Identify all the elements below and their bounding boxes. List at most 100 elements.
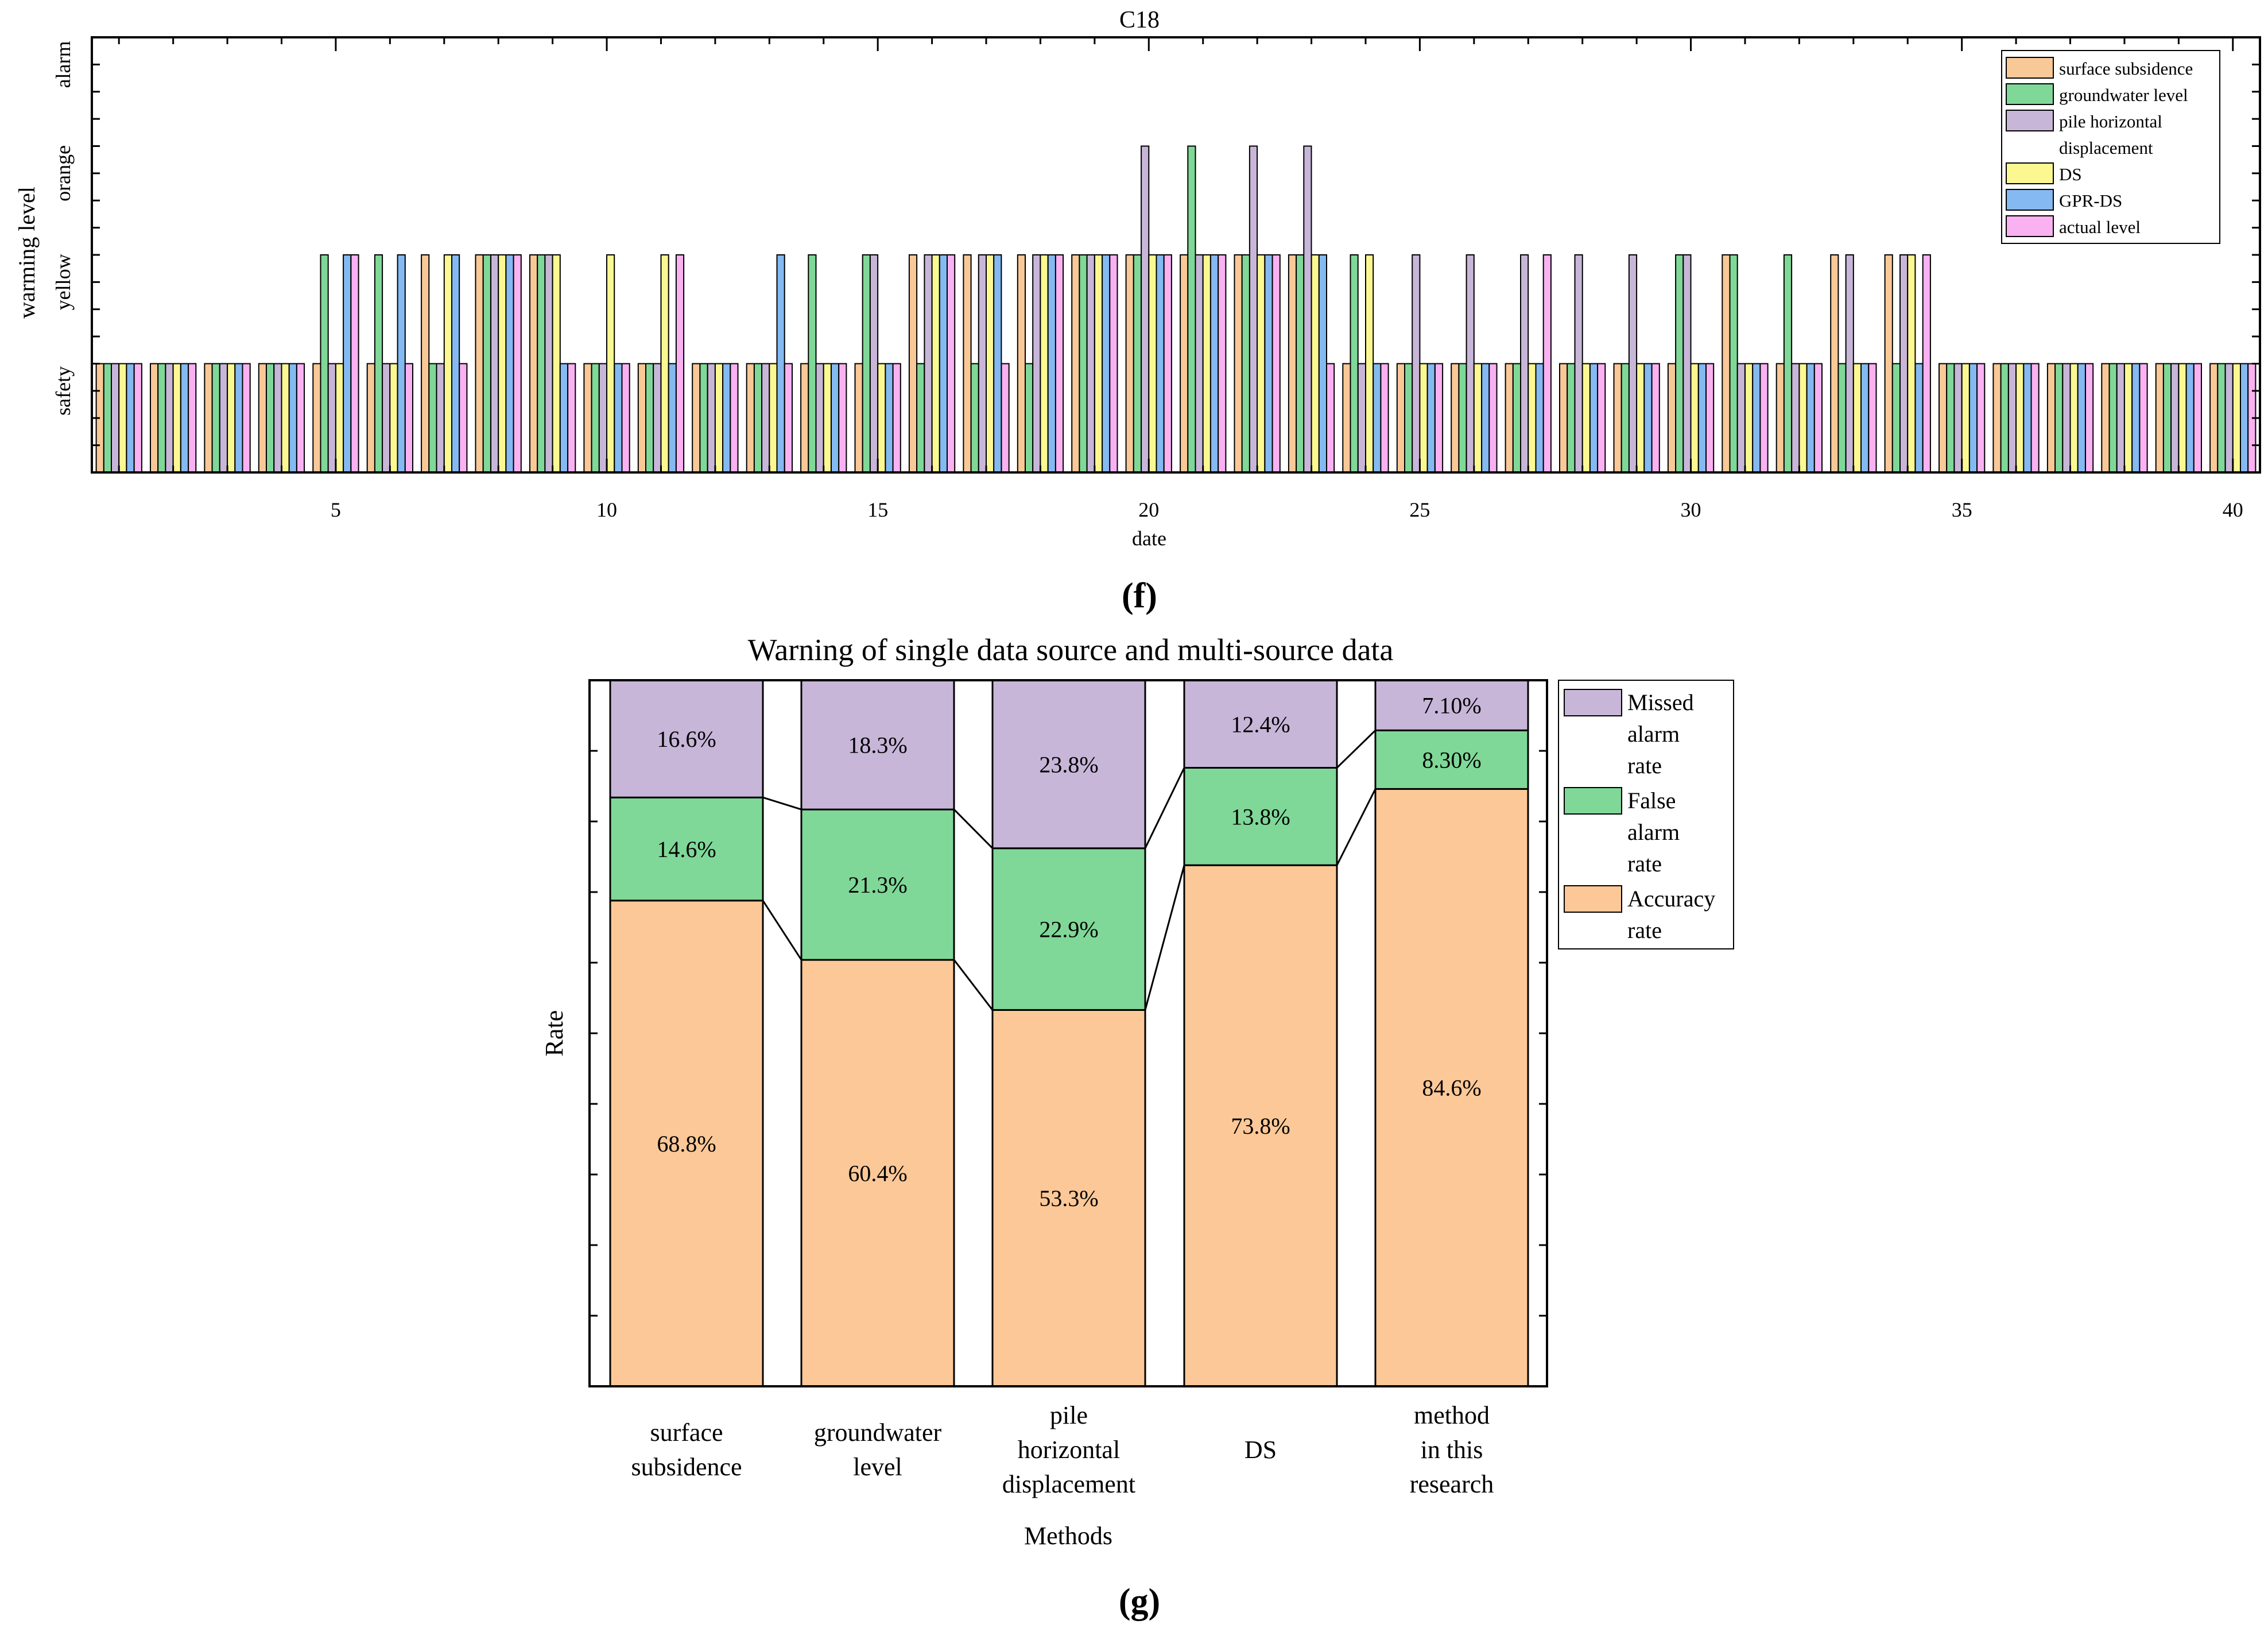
bar-gpr-ds-date-2: [180, 363, 189, 473]
legend-label-groundwater-level: groundwater level: [2059, 85, 2188, 105]
bar-gpr-ds-date-27: [1535, 363, 1544, 473]
bar-actual-level-date-34: [1922, 254, 1931, 473]
x-tick-label-20: 20: [1138, 498, 1159, 521]
bar-ds-date-34: [1907, 254, 1916, 473]
bar-groundwater-level-date-29: [1620, 363, 1630, 473]
legend-label-pile-horizontal: pile horizontal: [2059, 111, 2162, 131]
bar-groundwater-level-date-40: [2217, 363, 2226, 473]
bar-pile-horizontal-displacement-date-20: [1141, 145, 1150, 473]
bar-groundwater-level-date-2: [157, 363, 166, 473]
bar-ds-date-27: [1527, 363, 1537, 473]
bar-ds-date-20: [1148, 254, 1157, 473]
bar-actual-level-date-1: [133, 363, 142, 473]
bar-gpr-ds-date-29: [1643, 363, 1653, 473]
bar-false-alarm-rate-pile-horizontal-displacement: [991, 847, 1146, 1011]
bar-surface-subsidence-date-16: [908, 254, 918, 473]
panel-f-x-axis-label: date: [1132, 527, 1166, 550]
bar-ds-date-14: [823, 363, 832, 473]
bar-surface-subsidence-date-5: [312, 363, 321, 473]
bar-surface-subsidence-date-24: [1342, 363, 1351, 473]
bar-gpr-ds-date-11: [668, 363, 677, 473]
bar-actual-level-date-4: [296, 363, 305, 473]
bar-gpr-ds-date-4: [288, 363, 297, 473]
bar-groundwater-level-date-9: [537, 254, 546, 473]
bar-actual-level-date-22: [1271, 254, 1281, 473]
bar-ds-date-18: [1040, 254, 1049, 473]
bar-gpr-ds-date-3: [234, 363, 243, 473]
bar-gpr-ds-date-19: [1102, 254, 1111, 473]
bar-pile-horizontal-displacement-date-13: [761, 363, 770, 473]
level-label-alarm: alarm: [52, 41, 75, 88]
connector-line: [1336, 788, 1377, 866]
panel-g-stacked-rate-chart: Warning of single data source and multi-…: [540, 633, 1734, 1621]
bar-pile-horizontal-displacement-date-30: [1682, 254, 1692, 473]
data-label-false-alarm-rate-groundwater-level: 21.3%: [848, 872, 907, 898]
panel-f-title: C18: [1119, 7, 1160, 33]
bar-gpr-ds-date-10: [614, 363, 623, 473]
legend-label-displacement: displacement: [2059, 138, 2153, 158]
legend-label-missed-alarm-rate: Missed: [1627, 689, 1694, 715]
panel-f-bars: [95, 145, 2257, 473]
bar-actual-level-date-2: [188, 363, 197, 473]
bar-groundwater-level-date-26: [1458, 363, 1467, 473]
bar-surface-subsidence-date-29: [1613, 363, 1622, 473]
legend-label-missed-alarm-rate: alarm: [1627, 721, 1680, 747]
data-label-missed-alarm-rate-groundwater-level: 18.3%: [848, 732, 907, 758]
bar-accuracy-rate-groundwater-level: [800, 959, 955, 1387]
panel-g-y-axis-label: Rate: [540, 1010, 568, 1057]
bar-ds-date-26: [1473, 363, 1483, 473]
bar-surface-subsidence-date-2: [150, 363, 159, 473]
bar-pile-horizontal-displacement-date-8: [490, 254, 499, 473]
panel-g-x-axis-label: Methods: [1024, 1522, 1112, 1550]
legend-swatch-false-alarm-rate: [1564, 787, 1622, 815]
panel-f-warning-level-chart: C18 5 10 15 20 25 30 35 40 safety yellow orange al…: [14, 7, 2261, 615]
bar-surface-subsidence-date-15: [854, 363, 863, 473]
bar-pile-horizontal-displacement-date-21: [1195, 254, 1204, 473]
bar-groundwater-level-date-30: [1675, 254, 1684, 473]
bar-groundwater-level-date-16: [916, 363, 925, 473]
bar-gpr-ds-date-14: [831, 363, 840, 473]
bar-actual-level-date-27: [1542, 254, 1552, 473]
bar-pile-horizontal-displacement-date-16: [924, 254, 933, 473]
bar-actual-level-date-33: [1868, 363, 1877, 473]
bar-actual-level-date-5: [350, 254, 359, 473]
bar-pile-horizontal-displacement-date-32: [1791, 363, 1800, 473]
bar-gpr-ds-date-17: [993, 254, 1002, 473]
bar-actual-level-date-11: [675, 254, 685, 473]
x-tick-label-5: 5: [331, 498, 341, 521]
category-label-method-in-this-research: research: [1410, 1470, 1494, 1498]
bar-actual-level-date-8: [513, 254, 522, 473]
bar-ds-date-23: [1311, 254, 1320, 473]
bar-actual-level-date-21: [1218, 254, 1227, 473]
data-label-false-alarm-rate-method-in-this-research: 8.30%: [1422, 747, 1481, 773]
bar-gpr-ds-date-38: [2131, 363, 2141, 473]
bar-pile-horizontal-displacement-date-3: [219, 363, 228, 473]
bar-ds-date-5: [335, 363, 344, 473]
bar-ds-date-31: [1744, 363, 1754, 473]
bar-surface-subsidence-date-26: [1451, 363, 1460, 473]
bar-surface-subsidence-date-11: [637, 363, 647, 473]
bar-ds-date-9: [552, 254, 561, 473]
bar-pile-horizontal-displacement-date-40: [2224, 363, 2234, 473]
category-label-method-in-this-research: method: [1414, 1401, 1490, 1429]
bar-groundwater-level-date-11: [645, 363, 654, 473]
legend-swatch-groundwater-level: [2006, 83, 2054, 105]
bar-surface-subsidence-date-7: [421, 254, 430, 473]
bar-ds-date-16: [931, 254, 940, 473]
bar-ds-date-8: [498, 254, 507, 473]
bar-pile-horizontal-displacement-date-35: [1953, 363, 1963, 473]
bar-surface-subsidence-date-28: [1559, 363, 1568, 473]
bar-gpr-ds-date-16: [939, 254, 948, 473]
bar-actual-level-date-30: [1705, 363, 1715, 473]
bar-actual-level-date-6: [404, 363, 413, 473]
bar-pile-horizontal-displacement-date-39: [2170, 363, 2180, 473]
bar-missed-alarm-rate-groundwater-level: [800, 679, 955, 811]
bar-pile-horizontal-displacement-date-18: [1032, 254, 1041, 473]
level-label-orange: orange: [52, 145, 75, 201]
bar-pile-horizontal-displacement-date-14: [815, 363, 824, 473]
bar-missed-alarm-rate-ds: [1183, 679, 1338, 769]
bar-groundwater-level-date-1: [103, 363, 113, 473]
bar-ds-date-22: [1257, 254, 1266, 473]
bar-surface-subsidence-date-21: [1180, 254, 1189, 473]
category-label-surface-subsidence: subsidence: [631, 1453, 742, 1481]
